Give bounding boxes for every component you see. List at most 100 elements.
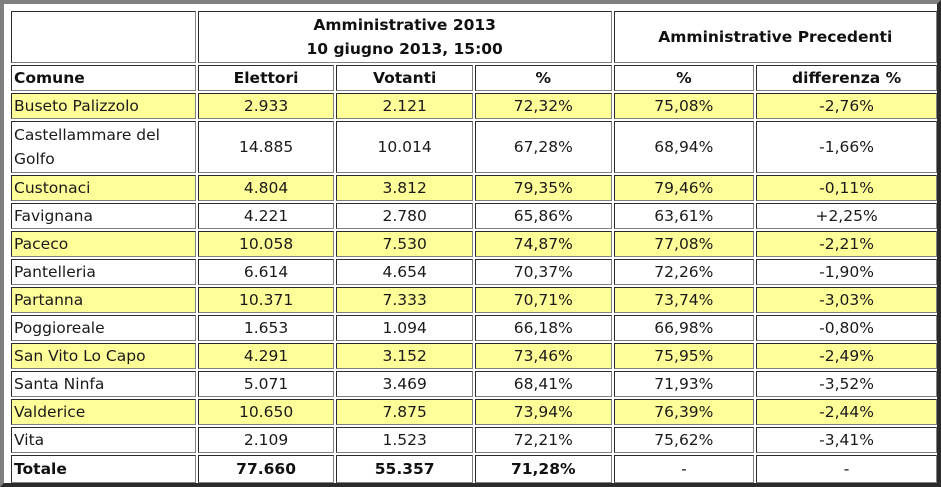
table-row: Valderice 10.650 7.875 73,94% 76,39% -2,44% (11, 399, 937, 425)
empty-header-cell (11, 11, 196, 63)
cell-prev-pct: 73,74% (613, 287, 755, 313)
cell-diff: -1,66% (756, 121, 937, 173)
cell-votanti: 4.654 (336, 259, 473, 285)
cell-pct: 65,86% (474, 203, 612, 229)
cell-comune: Valderice (11, 399, 196, 425)
cell-pct: 67,28% (474, 121, 612, 173)
cell-prev-pct: 75,62% (613, 427, 755, 453)
cell-comune: Favignana (11, 203, 196, 229)
cell-comune: Paceco (11, 231, 196, 257)
cell-prev-pct: 72,26% (613, 259, 755, 285)
cell-elettori: 4.291 (197, 343, 335, 369)
cell-pct: 66,18% (474, 315, 612, 341)
table-row: San Vito Lo Capo 4.291 3.152 73,46% 75,95% -2… (11, 343, 937, 369)
cell-elettori: 4.804 (197, 175, 335, 201)
column-header-votanti: Votanti (336, 65, 473, 91)
cell-votanti: 7.875 (336, 399, 473, 425)
cell-pct: 73,46% (474, 343, 612, 369)
group-header-current: Amministrative 2013 10 giugno 2013, 15:0… (197, 11, 612, 63)
column-header-pct: % (474, 65, 612, 91)
cell-comune: Buseto Palizzolo (11, 93, 196, 119)
cell-diff: -2,49% (756, 343, 937, 369)
column-header-row: Comune Elettori Votanti % % differenza % (11, 65, 937, 91)
cell-comune: Custonaci (11, 175, 196, 201)
cell-diff: -2,21% (756, 231, 937, 257)
cell-prev-pct: 76,39% (613, 399, 755, 425)
cell-comune: Poggioreale (11, 315, 196, 341)
table-row: Vita 2.109 1.523 72,21% 75,62% -3,41% (11, 427, 937, 453)
cell-elettori: 10.371 (197, 287, 335, 313)
cell-diff: -0,80% (756, 315, 937, 341)
cell-comune: Santa Ninfa (11, 371, 196, 397)
column-header-diff: differenza % (756, 65, 937, 91)
cell-diff: +2,25% (756, 203, 937, 229)
cell-prev-pct: 71,93% (613, 371, 755, 397)
cell-diff: -3,52% (756, 371, 937, 397)
turnout-table: Amministrative 2013 10 giugno 2013, 15:0… (9, 9, 939, 485)
cell-elettori: 5.071 (197, 371, 335, 397)
cell-pct: 79,35% (474, 175, 612, 201)
cell-votanti: 2.121 (336, 93, 473, 119)
cell-elettori: 10.650 (197, 399, 335, 425)
cell-prev-pct: 79,46% (613, 175, 755, 201)
table-row: Poggioreale 1.653 1.094 66,18% 66,98% -0,80% (11, 315, 937, 341)
group-current-date: 10 giugno 2013, 15:00 (306, 40, 503, 58)
column-header-prev-pct: % (613, 65, 755, 91)
cell-prev-pct: 77,08% (613, 231, 755, 257)
total-votanti: 55.357 (336, 455, 473, 483)
total-label: Totale (11, 455, 196, 483)
cell-comune: Partanna (11, 287, 196, 313)
cell-pct: 70,37% (474, 259, 612, 285)
cell-votanti: 7.333 (336, 287, 473, 313)
group-header-row: Amministrative 2013 10 giugno 2013, 15:0… (11, 11, 937, 63)
cell-pct: 70,71% (474, 287, 612, 313)
cell-prev-pct: 75,08% (613, 93, 755, 119)
cell-diff: -3,41% (756, 427, 937, 453)
cell-elettori: 2.109 (197, 427, 335, 453)
table-row: Pantelleria 6.614 4.654 70,37% 72,26% -1,90% (11, 259, 937, 285)
cell-prev-pct: 75,95% (613, 343, 755, 369)
total-prev-pct: - (613, 455, 755, 483)
cell-pct: 74,87% (474, 231, 612, 257)
cell-diff: -3,03% (756, 287, 937, 313)
column-header-comune: Comune (11, 65, 196, 91)
cell-elettori: 14.885 (197, 121, 335, 173)
table-row: Paceco 10.058 7.530 74,87% 77,08% -2,21% (11, 231, 937, 257)
table-row: Santa Ninfa 5.071 3.469 68,41% 71,93% -3,52% (11, 371, 937, 397)
cell-elettori: 10.058 (197, 231, 335, 257)
cell-elettori: 6.614 (197, 259, 335, 285)
cell-comune: Vita (11, 427, 196, 453)
cell-pct: 72,21% (474, 427, 612, 453)
cell-comune: Pantelleria (11, 259, 196, 285)
cell-pct: 73,94% (474, 399, 612, 425)
column-header-elettori: Elettori (197, 65, 335, 91)
cell-comune: San Vito Lo Capo (11, 343, 196, 369)
table-row: Favignana 4.221 2.780 65,86% 63,61% +2,25% (11, 203, 937, 229)
cell-elettori: 4.221 (197, 203, 335, 229)
total-row: Totale 77.660 55.357 71,28% - - (11, 455, 937, 483)
table-row: Buseto Palizzolo 2.933 2.121 72,32% 75,08% -2… (11, 93, 937, 119)
cell-votanti: 3.812 (336, 175, 473, 201)
cell-diff: -1,90% (756, 259, 937, 285)
cell-votanti: 1.094 (336, 315, 473, 341)
group-header-previous: Amministrative Precedenti (613, 11, 937, 63)
cell-prev-pct: 68,94% (613, 121, 755, 173)
cell-votanti: 1.523 (336, 427, 473, 453)
cell-pct: 72,32% (474, 93, 612, 119)
total-pct: 71,28% (474, 455, 612, 483)
group-current-title: Amministrative 2013 (313, 16, 496, 34)
cell-elettori: 1.653 (197, 315, 335, 341)
table-row: Partanna 10.371 7.333 70,71% 73,74% -3,03% (11, 287, 937, 313)
cell-prev-pct: 66,98% (613, 315, 755, 341)
table-row: Custonaci 4.804 3.812 79,35% 79,46% -0,11% (11, 175, 937, 201)
cell-pct: 68,41% (474, 371, 612, 397)
cell-votanti: 3.152 (336, 343, 473, 369)
cell-votanti: 7.530 (336, 231, 473, 257)
cell-diff: -0,11% (756, 175, 937, 201)
table-row: Castellammare del Golfo 14.885 10.014 67,28… (11, 121, 937, 173)
cell-votanti: 10.014 (336, 121, 473, 173)
cell-votanti: 3.469 (336, 371, 473, 397)
cell-prev-pct: 63,61% (613, 203, 755, 229)
total-elettori: 77.660 (197, 455, 335, 483)
cell-diff: -2,76% (756, 93, 937, 119)
